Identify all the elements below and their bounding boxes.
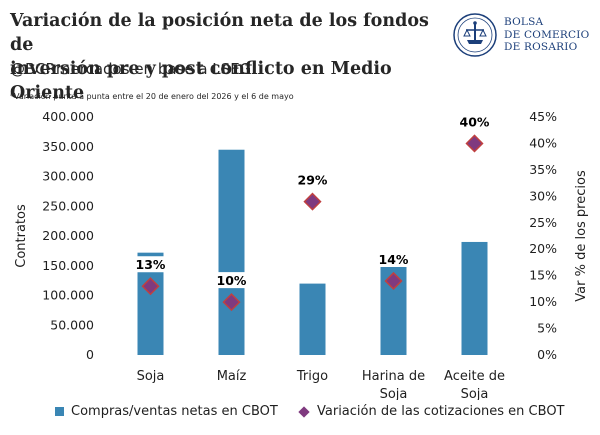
- data-label-bg: [132, 256, 169, 273]
- marker-maíz: [222, 293, 241, 312]
- y-tick-label: 300.000: [42, 169, 94, 184]
- legend-item-bars: Compras/ventas netas en CBOT: [55, 404, 278, 419]
- y-axis-title: Contratos: [14, 204, 29, 268]
- chart-title-line-1: Variación de la posición neta de los fon…: [10, 11, 429, 55]
- y-tick-label: 100.000: [42, 288, 94, 303]
- y2-tick-label: 5%: [537, 321, 557, 336]
- chart-title: Variación de la posición neta de los fon…: [10, 9, 450, 105]
- chart-canvas: 0 50.000 100.000 150.000 200.000 250.000 300.0…: [14, 109, 589, 400]
- x-tick-label: Soja: [137, 369, 165, 384]
- legend-swatch-diamond: [298, 405, 310, 418]
- y-axis-right: 0% 5% 10% 15% 20% 25% 30% 35% 40% 45%: [529, 109, 557, 362]
- chart-title-line-2: inversión pre y post conflicto en Medio …: [10, 59, 392, 103]
- y2-tick-label: 40%: [529, 135, 557, 150]
- chart-subtitle: @BCRmercados en base a LSEG: [10, 60, 252, 78]
- x-axis: Soja Maíz Trigo Harina de Soja Aceite de Soja: [137, 369, 505, 400]
- y-tick-label: 150.000: [42, 258, 94, 273]
- data-labels: 13% 10% 29% 14% 40%: [132, 113, 493, 289]
- bcr-logo: BOLSA DE COMERCIO DE ROSARIO: [452, 12, 598, 57]
- legend-label-markers: Variación de las cotizaciones en CBOT: [317, 404, 565, 419]
- bar-trigo: [299, 283, 326, 355]
- y2-tick-label: 45%: [529, 109, 557, 124]
- data-label: 29%: [298, 173, 328, 188]
- y2-tick-label: 30%: [529, 188, 557, 203]
- legend: Compras/ventas netas en CBOT Variación d…: [55, 404, 575, 424]
- marker-trigo: [303, 192, 322, 211]
- x-tick-label: Soja: [461, 387, 489, 400]
- legend-item-markers: Variación de las cotizaciones en CBOT: [298, 404, 565, 419]
- x-tick-label: Aceite de: [444, 369, 505, 384]
- y-tick-label: 350.000: [42, 139, 94, 154]
- y-tick-label: 250.000: [42, 198, 94, 213]
- bcr-crest-icon: [453, 13, 497, 57]
- y-tick-label: 50.000: [50, 317, 94, 332]
- data-label-bg: [375, 250, 412, 267]
- bar-aceite-de-soja: [461, 241, 488, 355]
- data-label: 14%: [379, 252, 409, 267]
- chart-footnote: *Variación punta a punta entre el 20 de …: [10, 92, 294, 101]
- marker-series: [141, 134, 484, 312]
- y2-axis-title: Var % de los precios: [574, 170, 589, 302]
- marker-harina-de-soja: [384, 271, 403, 291]
- data-label: 10%: [217, 273, 247, 288]
- data-label: 13%: [136, 257, 166, 272]
- logo-line-1: BOLSA: [504, 16, 544, 28]
- marker-soja: [141, 277, 160, 296]
- y2-tick-label: 0%: [537, 347, 557, 362]
- marker-aceite-de-soja: [465, 134, 484, 153]
- x-tick-label: Soja: [380, 387, 408, 400]
- legend-label-bars: Compras/ventas netas en CBOT: [71, 404, 278, 419]
- x-tick-label: Maíz: [217, 369, 247, 384]
- logo-line-2: DE COMERCIO: [504, 28, 590, 41]
- bar-maíz: [218, 149, 245, 355]
- y2-tick-label: 25%: [529, 215, 557, 230]
- x-tick-label: Harina de: [362, 369, 425, 384]
- x-tick-label: Trigo: [296, 369, 328, 384]
- data-label-bg: [456, 113, 493, 130]
- y-axis-left: 0 50.000 100.000 150.000 200.000 250.000 300.0…: [42, 109, 94, 362]
- legend-swatch-bar: [55, 407, 64, 416]
- data-label-bg: [294, 171, 331, 188]
- y-tick-label: 400.000: [42, 109, 94, 124]
- data-label: 40%: [460, 114, 490, 129]
- y2-tick-label: 20%: [529, 241, 557, 256]
- data-label-bg: [213, 272, 250, 289]
- logo-line-3: DE ROSARIO: [504, 41, 578, 53]
- bcr-logo-text: BOLSA DE COMERCIO DE ROSARIO: [504, 16, 589, 54]
- y2-tick-label: 15%: [529, 268, 557, 283]
- y-tick-label: 200.000: [42, 228, 94, 243]
- y-tick-label: 0: [86, 347, 94, 362]
- y2-tick-label: 10%: [529, 294, 557, 309]
- y2-tick-label: 35%: [529, 162, 557, 177]
